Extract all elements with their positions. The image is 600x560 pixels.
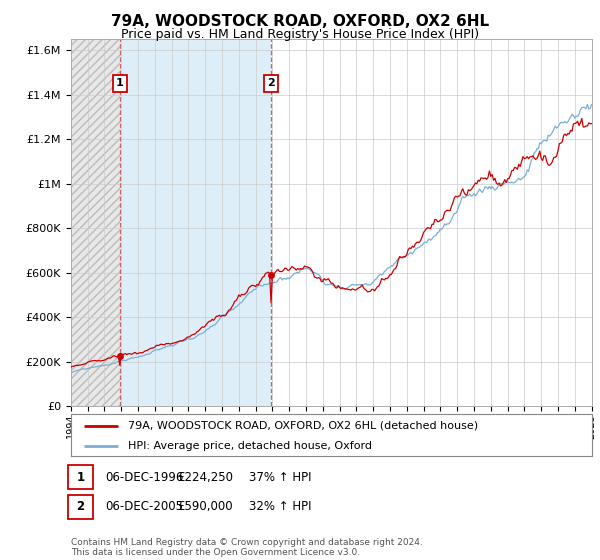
Text: £224,250: £224,250 [177,470,233,484]
Text: 2: 2 [76,500,85,514]
Text: Price paid vs. HM Land Registry's House Price Index (HPI): Price paid vs. HM Land Registry's House … [121,28,479,41]
Text: 1: 1 [116,78,124,88]
Text: HPI: Average price, detached house, Oxford: HPI: Average price, detached house, Oxfo… [128,441,372,451]
Text: Contains HM Land Registry data © Crown copyright and database right 2024.
This d: Contains HM Land Registry data © Crown c… [71,538,422,557]
Bar [120,39,271,406]
Text: 1: 1 [76,470,85,484]
Text: 79A, WOODSTOCK ROAD, OXFORD, OX2 6HL: 79A, WOODSTOCK ROAD, OXFORD, OX2 6HL [111,14,489,29]
Text: 37% ↑ HPI: 37% ↑ HPI [249,470,311,484]
Text: £590,000: £590,000 [177,500,233,514]
Text: 06-DEC-2005: 06-DEC-2005 [105,500,183,514]
Text: 06-DEC-1996: 06-DEC-1996 [105,470,184,484]
Bar [71,39,120,406]
Text: 79A, WOODSTOCK ROAD, OXFORD, OX2 6HL (detached house): 79A, WOODSTOCK ROAD, OXFORD, OX2 6HL (de… [128,421,478,431]
Text: 2: 2 [267,78,275,88]
Text: 32% ↑ HPI: 32% ↑ HPI [249,500,311,514]
